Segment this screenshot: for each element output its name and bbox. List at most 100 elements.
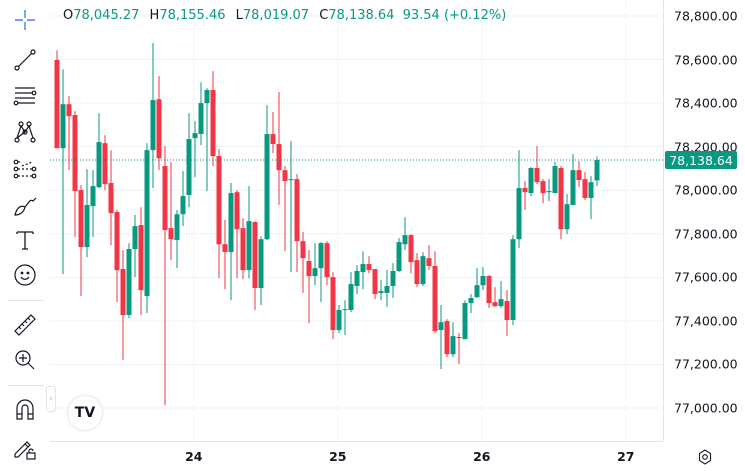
candle-up: [360, 264, 366, 273]
candle-up: [594, 160, 600, 181]
candle-down: [456, 337, 462, 339]
candle-down: [210, 90, 216, 157]
candle-down: [222, 244, 228, 253]
price-tick-label: 78,600.00: [674, 52, 738, 68]
time-tick-label: 27: [617, 449, 635, 464]
price-tick-label: 78,200.00: [674, 139, 738, 155]
candle-up: [462, 303, 468, 340]
candle-up: [126, 249, 132, 316]
candle-down: [486, 276, 492, 304]
candle-down: [138, 225, 144, 291]
candle-down: [234, 192, 240, 230]
candle-down: [444, 321, 450, 355]
prediction-icon[interactable]: [9, 153, 41, 185]
candle-up: [342, 309, 348, 311]
price-tick-label: 78,800.00: [674, 8, 738, 24]
change-value: 93.54 (+0.12%): [402, 8, 507, 23]
brush-icon[interactable]: [9, 190, 41, 222]
lock-drawings-icon[interactable]: [9, 431, 41, 463]
candle-down: [252, 222, 258, 289]
time-axis[interactable]: 24 25 26 27: [50, 441, 663, 471]
text-icon[interactable]: [9, 224, 41, 256]
candle-up: [390, 271, 396, 287]
low-value: 78,019.07: [242, 8, 310, 23]
price-axis[interactable]: 77,000.00 77,200.00 77,400.00 77,600.00 77,8…: [663, 0, 745, 441]
candle-up: [144, 150, 150, 297]
candle-down: [306, 261, 312, 277]
candle-down: [54, 59, 60, 149]
candle-up: [420, 256, 426, 285]
candle-down: [558, 168, 564, 230]
candle-up: [228, 193, 234, 253]
candle-down: [120, 269, 126, 316]
candle-up: [450, 336, 456, 355]
candle-up: [246, 221, 252, 271]
candle-up: [546, 191, 552, 193]
price-tick-label: 77,200.00: [674, 356, 738, 372]
candle-down: [240, 228, 246, 271]
candle-up: [480, 276, 486, 286]
close-value: 78,138.64: [328, 8, 395, 23]
candle-down: [330, 277, 336, 331]
candle-down: [540, 181, 546, 194]
candle-down: [72, 115, 78, 192]
candle-up: [510, 239, 516, 321]
candle-up: [474, 285, 480, 298]
ohlc-legend: O78,045.27 H78,155.46 L78,019.07 C78,138…: [63, 8, 506, 23]
candle-up: [564, 204, 570, 230]
candle-up: [204, 90, 210, 104]
candle-down: [504, 301, 510, 321]
collapse-toolbar-button[interactable]: ‹: [46, 386, 56, 412]
price-tick-label: 77,400.00: [674, 313, 738, 329]
high-label: H: [149, 8, 160, 23]
candle-down: [300, 241, 306, 259]
candle-down: [366, 264, 372, 271]
candle-up: [288, 179, 294, 181]
candle-up: [192, 133, 198, 139]
candle-down: [270, 134, 276, 145]
close-label: C: [319, 8, 329, 23]
candle-up: [336, 310, 342, 331]
candle-up: [264, 134, 270, 240]
candle-up: [402, 235, 408, 245]
emoji-icon[interactable]: [9, 259, 41, 291]
magnet-icon[interactable]: [9, 393, 41, 425]
zoom-in-icon[interactable]: [9, 344, 41, 376]
candle-down: [432, 266, 438, 332]
candle-up: [96, 142, 102, 188]
candle-down: [408, 235, 414, 263]
ruler-icon[interactable]: [9, 309, 41, 341]
candle-down: [294, 179, 300, 242]
drawing-toolbar: [0, 0, 48, 470]
candle-up: [198, 103, 204, 135]
trend-line-icon[interactable]: [9, 44, 41, 76]
candle-up: [186, 139, 192, 196]
pattern-icon[interactable]: [9, 115, 41, 147]
candle-up: [396, 242, 402, 272]
price-tick-label: 77,000.00: [674, 400, 738, 416]
price-tick-label: 78,400.00: [674, 95, 738, 111]
candle-up: [438, 322, 444, 331]
candle-up: [588, 182, 594, 199]
open-value: 78,045.27: [73, 8, 140, 23]
candle-down: [414, 260, 420, 285]
candle-up: [498, 299, 504, 307]
low-label: L: [235, 8, 243, 23]
candle-up: [378, 291, 384, 294]
chart-pane[interactable]: [50, 0, 663, 441]
open-label: O: [63, 8, 74, 23]
crosshair-icon[interactable]: [9, 4, 41, 36]
candle-down: [102, 143, 108, 185]
candle-down: [324, 243, 330, 278]
tradingview-logo[interactable]: TV: [68, 396, 102, 430]
high-value: 78,155.46: [159, 8, 226, 23]
candle-down: [372, 269, 378, 295]
price-tick-label: 77,600.00: [674, 269, 738, 285]
candle-down: [114, 212, 120, 271]
candle-down: [216, 156, 222, 245]
candle-up: [132, 226, 138, 250]
toolbar-divider: [8, 385, 44, 386]
fib-retracement-icon[interactable]: [9, 80, 41, 112]
settings-gear-icon[interactable]: [696, 448, 714, 466]
current-price-label: 78,138.64: [665, 151, 737, 170]
